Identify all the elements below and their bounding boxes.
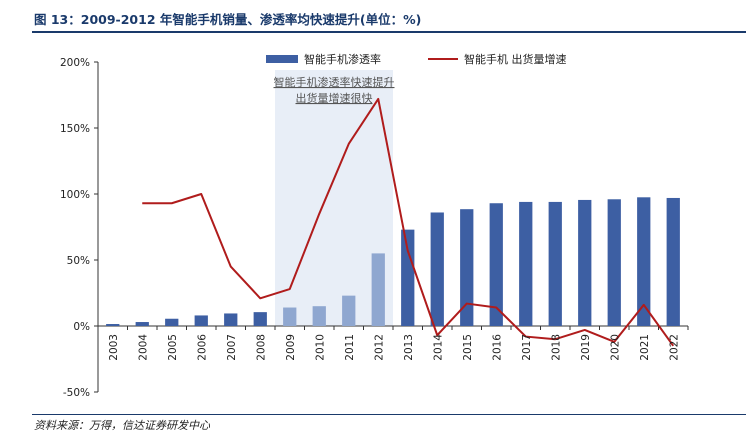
bar-2005 (165, 318, 179, 326)
bar-2018 (548, 201, 562, 326)
bar-2017 (519, 201, 533, 326)
x-tick-label: 2012 (373, 334, 385, 361)
bar-2020 (607, 199, 621, 326)
bar-2004 (135, 322, 149, 326)
x-tick-label: 2022 (668, 334, 680, 361)
x-tick-label: 2010 (314, 334, 326, 361)
x-tick-label: 2015 (462, 334, 474, 361)
bar-2015 (460, 209, 474, 326)
annotation-line-1: 智能手机渗透率快速提升 (274, 75, 395, 89)
bar-2010 (312, 306, 326, 326)
source-note: 资料来源：万得，信达证券研发中心 (34, 419, 210, 432)
x-tick-label: 2021 (639, 334, 651, 361)
bar-2014 (430, 212, 444, 326)
bar-2022 (666, 197, 680, 326)
bar-2019 (578, 199, 592, 326)
legend-label-penetration: 智能手机渗透率 (304, 52, 381, 66)
x-tick-label: 2011 (344, 334, 356, 361)
y-tick-label: 200% (60, 57, 90, 69)
bar-2021 (637, 197, 651, 326)
x-tick-label: 2019 (580, 334, 592, 361)
x-tick-label: 2017 (521, 334, 533, 361)
x-tick-label: 2014 (432, 334, 444, 361)
x-tick-label: 2007 (226, 334, 238, 361)
annotation-line-2: 出货量增速很快 (296, 91, 373, 105)
x-tick-label: 2020 (609, 334, 621, 361)
bar-2006 (194, 315, 208, 326)
figure-title: 图 13：2009-2012 年智能手机销量、渗透率均快速提升(单位：%) (34, 12, 422, 27)
y-tick-label: 150% (60, 123, 90, 135)
legend-label-growth: 智能手机 出货量增速 (464, 52, 567, 66)
bar-2016 (489, 203, 503, 326)
bar-2013 (401, 229, 415, 326)
x-tick-label: 2016 (491, 334, 503, 361)
bar-2003 (106, 324, 120, 326)
x-tick-label: 2008 (255, 334, 267, 361)
bar-2011 (342, 295, 356, 326)
y-tick-label: 0% (73, 321, 90, 333)
legend-swatch-penetration (266, 55, 298, 63)
bar-2012 (371, 253, 385, 326)
y-tick-label: -50% (63, 387, 90, 399)
x-tick-label: 2009 (285, 334, 297, 361)
x-tick-label: 2013 (403, 334, 415, 361)
x-tick-label: 2018 (550, 334, 562, 361)
x-tick-label: 2003 (108, 334, 120, 361)
bottom-rule (32, 414, 746, 415)
bar-2008 (253, 312, 267, 326)
y-tick-label: 100% (60, 189, 90, 201)
x-tick-label: 2005 (167, 334, 179, 361)
x-tick-label: 2004 (137, 334, 149, 361)
y-tick-label: 50% (67, 255, 90, 267)
bar-2009 (283, 307, 297, 326)
bar-2007 (224, 313, 238, 326)
title-rule (32, 31, 746, 33)
x-tick-label: 2006 (196, 334, 208, 361)
